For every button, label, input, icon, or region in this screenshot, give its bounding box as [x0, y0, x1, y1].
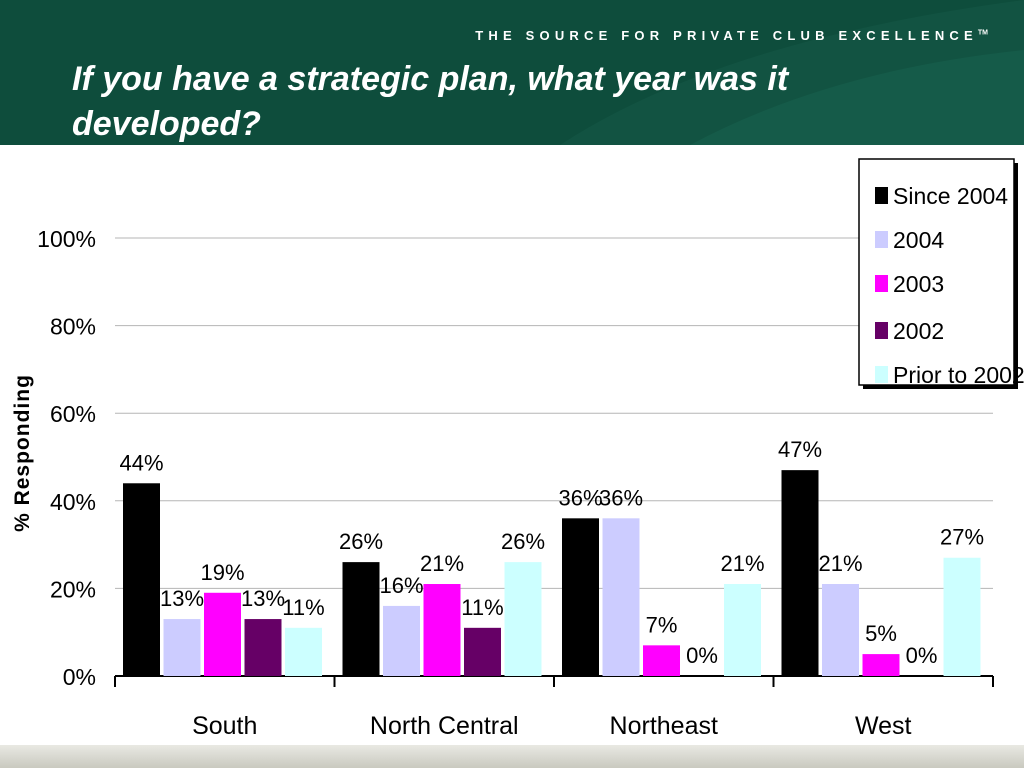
data-label: 13% — [160, 586, 204, 611]
y-tick-label: 60% — [50, 401, 96, 427]
legend-label: Since 2004 — [893, 183, 1008, 209]
bar — [464, 627, 501, 676]
slide-header: THE SOURCE FOR PRIVATE CLUB EXCELLENCETM… — [0, 0, 1024, 145]
tagline-text: THE SOURCE FOR PRIVATE CLUB EXCELLENCE — [475, 28, 978, 43]
bar — [285, 627, 322, 676]
legend-label: 2004 — [893, 227, 944, 253]
bar — [423, 584, 461, 676]
x-category-label: Northeast — [610, 712, 718, 740]
y-tick-label: 100% — [37, 226, 96, 252]
bar — [163, 619, 201, 676]
bar — [342, 562, 380, 676]
data-label: 21% — [720, 551, 764, 576]
legend-swatch — [875, 366, 888, 383]
y-tick-label: 80% — [50, 314, 96, 340]
y-tick-label: 0% — [63, 664, 96, 690]
data-label: 11% — [461, 595, 503, 620]
trademark-mark: TM — [977, 29, 988, 37]
data-label: 11% — [282, 595, 324, 620]
data-label: 27% — [940, 525, 984, 550]
legend-label: Prior to 2002 — [893, 362, 1024, 388]
bar — [204, 592, 241, 676]
slide-title: If you have a strategic plan, what year … — [72, 60, 789, 143]
data-label: 5% — [865, 621, 897, 646]
bar — [244, 619, 282, 676]
data-label: 36% — [558, 485, 602, 510]
bar — [862, 654, 900, 676]
data-label: 21% — [818, 551, 862, 576]
bar — [781, 470, 819, 676]
bar — [724, 584, 761, 676]
y-tick-label: 40% — [50, 489, 96, 515]
data-label: 21% — [420, 551, 464, 576]
brand-tagline: THE SOURCE FOR PRIVATE CLUB EXCELLENCETM — [475, 28, 988, 43]
bar — [562, 518, 599, 676]
legend-swatch — [875, 187, 888, 204]
header-swoosh-decoration — [560, 0, 1024, 145]
data-label: 0% — [906, 643, 938, 668]
bar — [602, 518, 640, 676]
bar — [383, 605, 420, 676]
data-label: 47% — [778, 437, 822, 462]
bar — [822, 584, 859, 676]
chart-area: 0% 20% 40% 60% 80% 100% South North Central Nort… — [0, 145, 1024, 745]
data-label: 0% — [686, 643, 718, 668]
data-label: 7% — [646, 612, 678, 637]
data-label: 26% — [501, 529, 545, 554]
bar — [123, 483, 160, 676]
legend-label: 2003 — [893, 271, 944, 297]
bar-chart: 0% 20% 40% 60% 80% 100% South North Central Nort… — [11, 158, 1024, 740]
y-tick-label: 20% — [50, 576, 96, 602]
data-label: 19% — [200, 560, 244, 585]
legend-label: 2002 — [893, 318, 944, 344]
data-label: 16% — [379, 573, 423, 598]
bar — [504, 562, 542, 676]
bar — [943, 557, 981, 676]
y-axis-title: % Responding — [11, 374, 34, 532]
footer-band — [0, 745, 1024, 768]
legend-swatch — [875, 275, 888, 292]
legend-swatch — [875, 322, 888, 339]
data-label: 44% — [119, 450, 163, 475]
data-label: 36% — [599, 485, 643, 510]
x-category-label: South — [192, 712, 257, 740]
data-label: 13% — [241, 586, 285, 611]
legend-swatch — [875, 231, 888, 248]
bar — [643, 645, 680, 676]
data-label: 26% — [339, 529, 383, 554]
x-category-label: West — [855, 712, 912, 740]
x-category-label: North Central — [370, 712, 519, 740]
